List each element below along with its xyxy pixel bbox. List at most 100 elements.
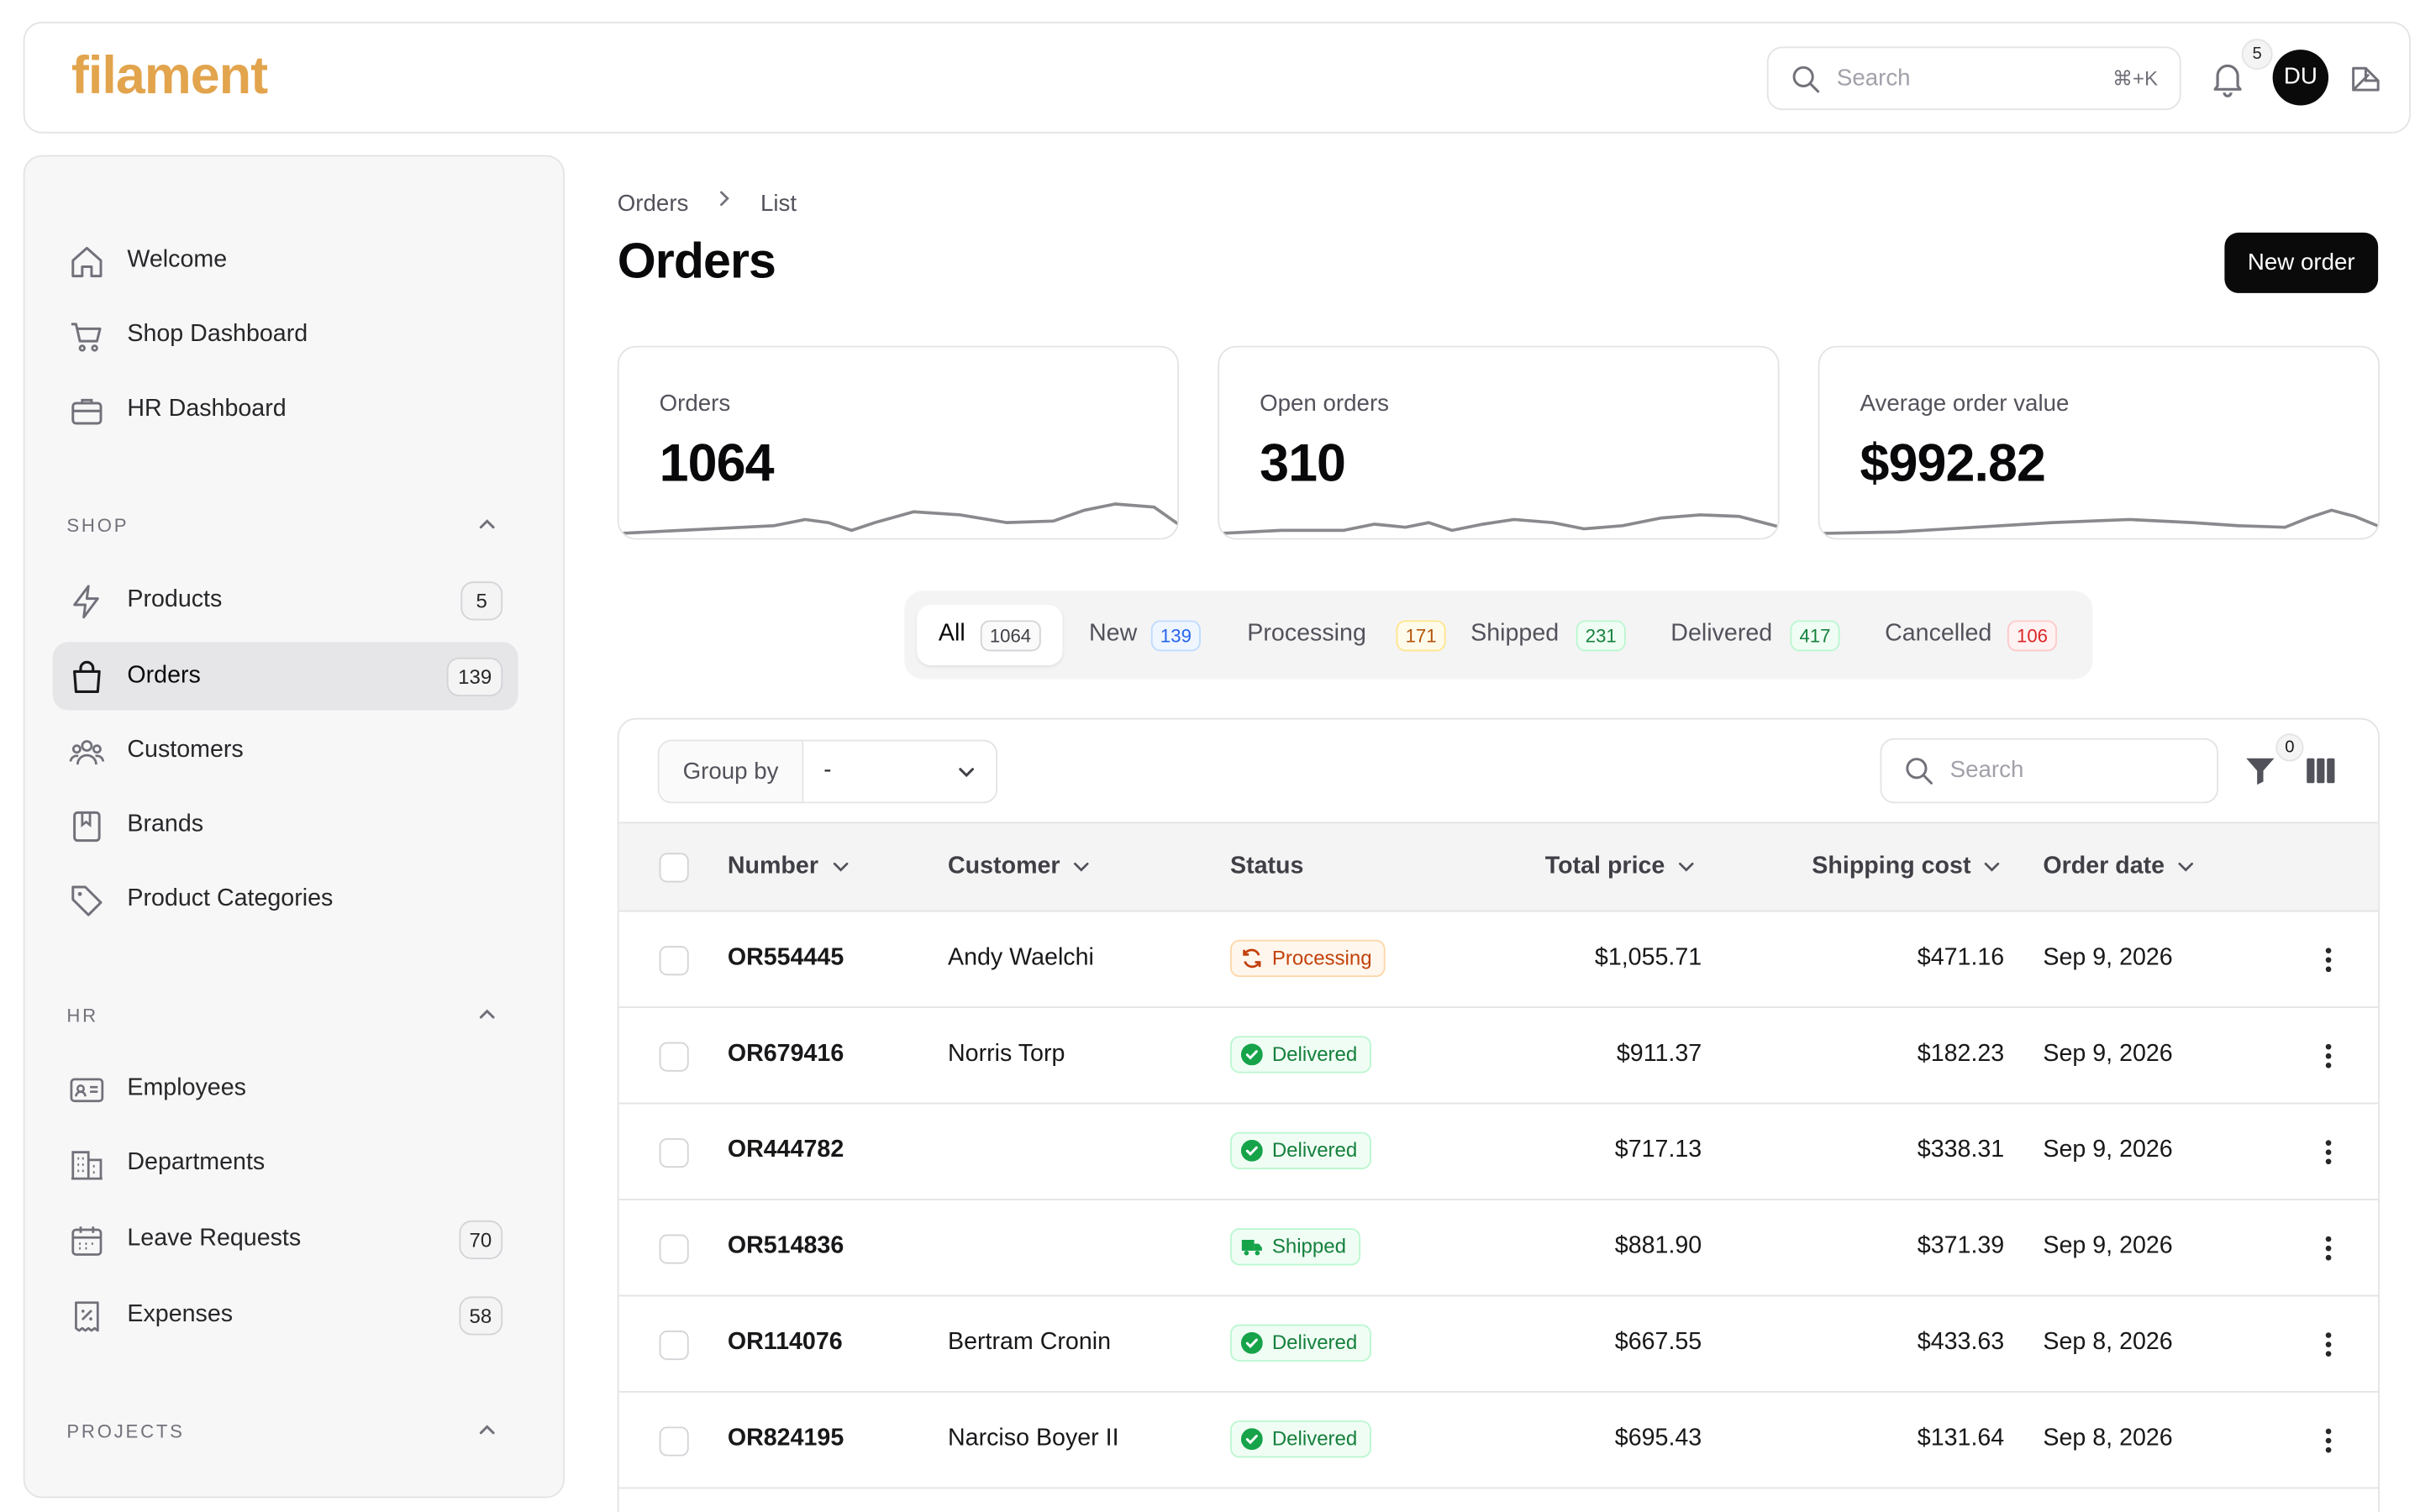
table-row[interactable]: OR824195 Narciso Boyer II Delivered $695… [618,1393,2379,1489]
bell-icon[interactable] [2207,57,2248,97]
sidebar-item-label: Welcome [127,246,228,273]
status-label: Shipped [1271,1234,1346,1258]
order-number[interactable]: OR444782 [727,1137,844,1163]
columns-icon[interactable] [2304,753,2338,788]
app-logo[interactable]: filament [71,46,268,106]
page-title: Orders [617,232,776,289]
chevron-down-icon [1679,862,1694,872]
sidebar-item-product-categories[interactable]: Product Categories [53,865,518,933]
column-header-total-price[interactable]: Total price [1545,853,1697,880]
shipping-cost: $338.31 [1917,1137,2005,1163]
stat-label: Open orders [1260,391,1390,417]
column-header-order-date[interactable]: Order date [2043,853,2196,880]
sidebar-item-shop-dashboard[interactable]: Shop Dashboard [53,301,518,369]
order-number[interactable]: OR514836 [727,1232,844,1260]
table-row[interactable]: OR444782 Delivered $717.13 $338.31 Sep 9… [618,1104,2379,1200]
more-vertical-icon[interactable] [2313,1041,2344,1072]
status-label: Delivered [1271,1331,1358,1354]
filter-count-badge: 0 [2275,733,2304,762]
more-vertical-icon[interactable] [2313,1329,2344,1360]
sidebar-item-welcome[interactable]: Welcome [53,227,518,295]
table-row[interactable]: OR679416 Norris Torp Delivered $911.37 $… [618,1008,2379,1105]
sidebar-item-label: Product Categories [127,885,334,912]
more-vertical-icon[interactable] [2313,944,2344,975]
table-search-input[interactable]: Search [1880,738,2218,804]
select-all-checkbox[interactable] [659,853,689,883]
order-number[interactable]: OR679416 [727,1040,844,1068]
row-checkbox[interactable] [659,946,689,976]
row-checkbox[interactable] [659,1234,689,1264]
theme-toggle-icon[interactable] [2349,60,2383,95]
group-by-select[interactable]: Group by - [657,739,998,804]
check-circle-icon [1240,1331,1263,1354]
status-tabs: All 1064 New 139 Processing 171 Shipped … [904,591,2093,680]
breadcrumb-parent[interactable]: Orders [617,190,689,217]
column-header-shipping-cost[interactable]: Shipping cost [1812,853,2002,880]
chevron-up-icon[interactable] [475,1417,500,1442]
tab-count-badge: 417 [1790,620,1840,652]
more-vertical-icon[interactable] [2313,1233,2344,1264]
sidebar-item-hr-dashboard[interactable]: HR Dashboard [53,375,518,444]
more-vertical-icon[interactable] [2313,1425,2344,1457]
status-badge: Shipped [1230,1228,1360,1266]
table-row[interactable]: OR554445 Andy Waelchi Processing $1,055.… [618,912,2379,1008]
shipping-cost: $182.23 [1917,1040,2005,1068]
more-vertical-icon[interactable] [2313,1137,2344,1168]
user-avatar[interactable]: DU [2272,50,2329,106]
chevron-up-icon[interactable] [475,1002,500,1027]
row-checkbox[interactable] [659,1138,689,1168]
chevron-up-icon[interactable] [475,512,500,537]
tab-new[interactable]: New 139 [1075,605,1208,665]
sidebar-item-products[interactable]: Products 5 [53,566,518,634]
total-price: $1,055.71 [1594,944,1702,971]
new-order-button[interactable]: New order [2224,232,2379,293]
tab-processing[interactable]: Processing 171 [1234,605,1446,665]
sidebar-item-employees[interactable]: Employees [53,1054,518,1122]
chevron-right-icon [720,191,729,207]
stat-sparkline [1819,508,2379,535]
tab-label: Delivered [1670,620,1773,647]
order-number[interactable]: OR824195 [727,1425,844,1452]
sidebar-item-expenses[interactable]: Expenses 58 [53,1281,518,1349]
building-icon [71,1151,103,1180]
column-label: Shipping cost [1812,853,1971,879]
sidebar-item-leave-requests[interactable]: Leave Requests 70 [53,1205,518,1273]
customer-name: Bertram Cronin [948,1329,1112,1356]
top-bar: filament Search ⌘+K 5 DU [23,21,2411,134]
stat-card-average-order-value: Average order value $992.82 [1818,345,2380,540]
global-search[interactable]: Search ⌘+K [1766,46,2181,111]
sidebar-item-brands[interactable]: Brands [53,791,518,859]
tab-delivered[interactable]: Delivered 417 [1657,605,1849,665]
truck-icon [1241,1240,1262,1256]
column-header-number[interactable]: Number [728,853,850,880]
row-checkbox[interactable] [659,1426,689,1457]
table-row[interactable]: OR114076 Bertram Cronin Delivered $667.5… [618,1296,2379,1393]
row-checkbox[interactable] [659,1042,689,1072]
filter-icon[interactable] [2244,753,2278,788]
row-checkbox[interactable] [659,1331,689,1361]
order-date: Sep 9, 2026 [2043,1232,2173,1260]
status-label: Delivered [1271,1426,1358,1451]
tab-cancelled[interactable]: Cancelled 106 [1872,605,2080,665]
tab-count-badge: 231 [1576,620,1626,652]
order-date: Sep 9, 2026 [2043,944,2173,971]
column-header-status: Status [1230,853,1304,879]
status-label: Processing [1271,946,1372,969]
status-badge: Delivered [1230,1036,1371,1074]
sidebar-item-departments[interactable]: Departments [53,1129,518,1197]
sidebar-item-label: Shop Dashboard [127,321,308,348]
check-circle-icon [1240,1139,1263,1162]
column-header-customer[interactable]: Customer [948,853,1092,880]
tab-shipped[interactable]: Shipped 231 [1457,605,1631,665]
tab-all[interactable]: All 1064 [917,605,1063,665]
sidebar-item-orders[interactable]: Orders 139 [52,642,518,711]
sidebar-item-customers[interactable]: Customers [53,717,518,785]
sidebar-item-label: Employees [127,1074,246,1101]
shipping-cost: $471.16 [1917,944,2005,971]
group-label-hr: HR [66,1005,98,1027]
status-badge: Delivered [1230,1420,1371,1458]
order-number[interactable]: OR554445 [727,944,844,971]
column-label: Number [727,853,818,879]
table-row[interactable]: OR514836 Shipped $881.90 $371.39 Sep 9, … [618,1200,2379,1297]
order-number[interactable]: OR114076 [727,1329,843,1356]
